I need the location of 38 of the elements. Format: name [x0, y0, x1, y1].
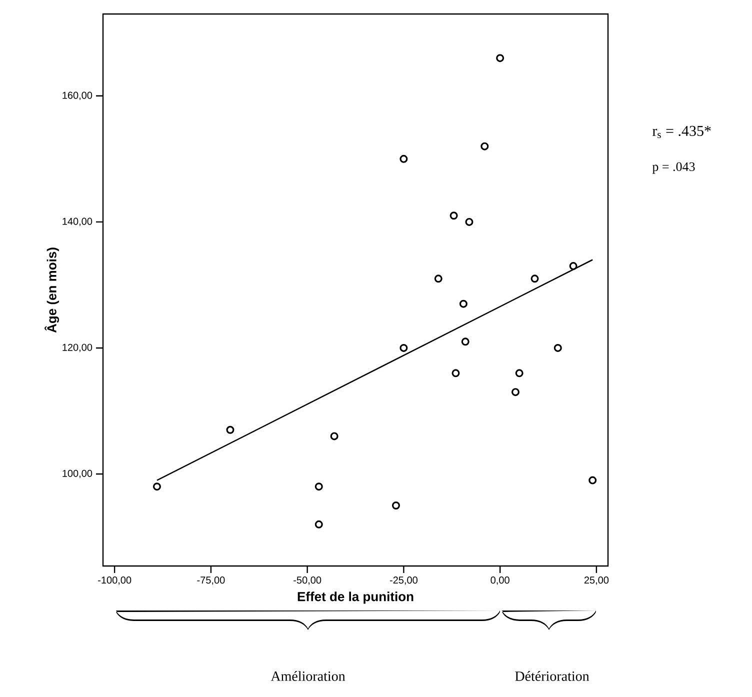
- y-tick-label: 120,00: [62, 344, 92, 352]
- point: [152, 482, 161, 491]
- y-tick-label: 160,00: [62, 92, 92, 100]
- point: [588, 476, 597, 484]
- point: [450, 212, 458, 220]
- point: [480, 142, 489, 150]
- x-axis-title: Effet de la punition: [298, 592, 414, 604]
- point: [511, 388, 520, 396]
- point: [496, 54, 504, 62]
- x-tick-label: -100,00: [98, 576, 132, 585]
- point: [314, 482, 323, 491]
- point: [330, 432, 338, 440]
- text: Détérioration: [515, 671, 590, 681]
- y-axis-title: Âge (en mois): [44, 248, 60, 333]
- text: p = .043: [652, 162, 695, 174]
- point: [452, 369, 460, 378]
- point: [465, 218, 474, 226]
- y-tick-label: 140,00: [62, 218, 92, 226]
- point: [314, 520, 323, 528]
- point: [515, 369, 524, 378]
- x-tick-label: -50,00: [294, 576, 322, 585]
- point: [434, 274, 442, 283]
- x-tick-label: 0,00: [490, 576, 510, 585]
- y-tick-label: 100,00: [62, 470, 92, 478]
- point: [554, 344, 562, 352]
- point: [459, 300, 468, 308]
- point: [461, 338, 470, 346]
- point: [400, 154, 408, 163]
- point: [392, 502, 400, 510]
- point: [569, 262, 578, 270]
- x-tick-label: -75,00: [197, 576, 225, 585]
- text: r$_{s}$ = .435*: [652, 126, 711, 138]
- x-tick-label: -25,00: [390, 576, 418, 585]
- point: [226, 426, 234, 434]
- point: [530, 274, 539, 283]
- text: Amélioration: [270, 671, 346, 681]
- x-tick-label: 25,00: [584, 576, 609, 585]
- point: [400, 344, 408, 352]
